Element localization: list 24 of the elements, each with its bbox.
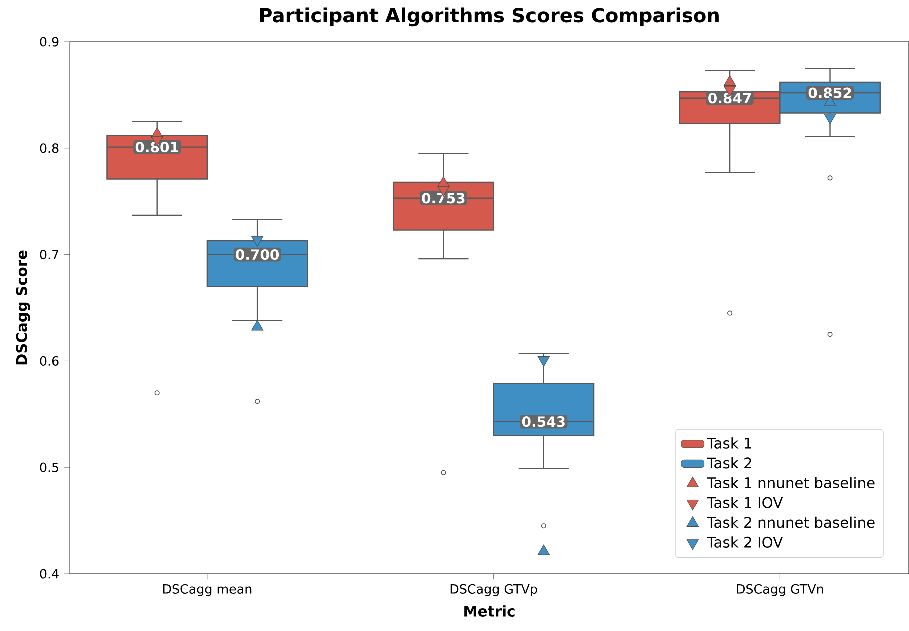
- x-tick-label: DSCagg GTVn: [737, 584, 824, 596]
- legend-label: Task 1 nnunet baseline: [707, 477, 875, 489]
- y-tick-label: 0.7: [40, 250, 59, 260]
- legend-label: Task 1 IOV: [707, 497, 784, 508]
- legend-label: Task 2: [707, 457, 752, 469]
- y-axis-title: DSCagg Score: [16, 250, 30, 365]
- y-tick-label: 0.9: [40, 37, 59, 47]
- x-tick-label: DSCagg GTVp: [450, 584, 538, 596]
- y-tick-label: 0.8: [40, 144, 59, 154]
- text: 0.801: [136, 142, 179, 153]
- text: 0.700: [236, 250, 280, 260]
- legend-label: Task 2 nnunet baseline: [707, 516, 875, 528]
- legend-label: Task 2 IOV: [707, 536, 784, 548]
- legend-label: Task 1: [707, 438, 752, 449]
- y-tick-label: 0.4: [40, 569, 59, 579]
- x-axis-title: Metric: [464, 606, 515, 617]
- text: 0.847: [708, 93, 752, 104]
- text: 0.543: [522, 416, 565, 428]
- y-tick-label: 0.5: [40, 462, 58, 472]
- chart-title: Participant Algorithms Scores Comparison: [260, 8, 719, 27]
- text: 0.852: [808, 88, 852, 98]
- y-tick-label: 0.6: [40, 356, 59, 366]
- x-tick-label: DSCagg mean: [163, 584, 252, 596]
- text: 0.753: [422, 193, 465, 204]
